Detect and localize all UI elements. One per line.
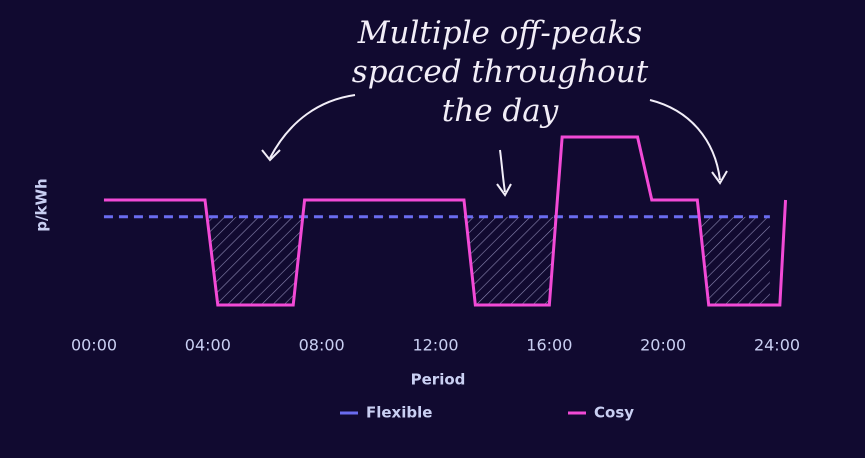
arrow	[269, 94, 356, 159]
x-axis-label: Period	[411, 371, 466, 389]
annotation: Multiple off-peaks spaced throughout the…	[351, 15, 649, 129]
legend-label: Cosy	[594, 404, 634, 422]
x-tick-label: 04:00	[185, 336, 231, 355]
x-tick-label: 24:00	[754, 336, 800, 355]
x-tick-label: 20:00	[640, 336, 686, 355]
arrow	[649, 99, 721, 181]
series-line	[103, 135, 788, 307]
y-axis-label: p/kWh	[33, 178, 51, 231]
arrow	[499, 149, 506, 193]
x-tick-label: 16:00	[526, 336, 572, 355]
saving-area	[103, 216, 770, 305]
arrow-head	[261, 149, 281, 162]
x-tick-label: 12:00	[412, 336, 458, 355]
arrow-head	[496, 183, 512, 197]
legend-label: Flexible	[366, 404, 432, 422]
arrow-head	[711, 170, 728, 185]
x-tick-label: 08:00	[299, 336, 345, 355]
x-tick-label: 00:00	[71, 336, 117, 355]
